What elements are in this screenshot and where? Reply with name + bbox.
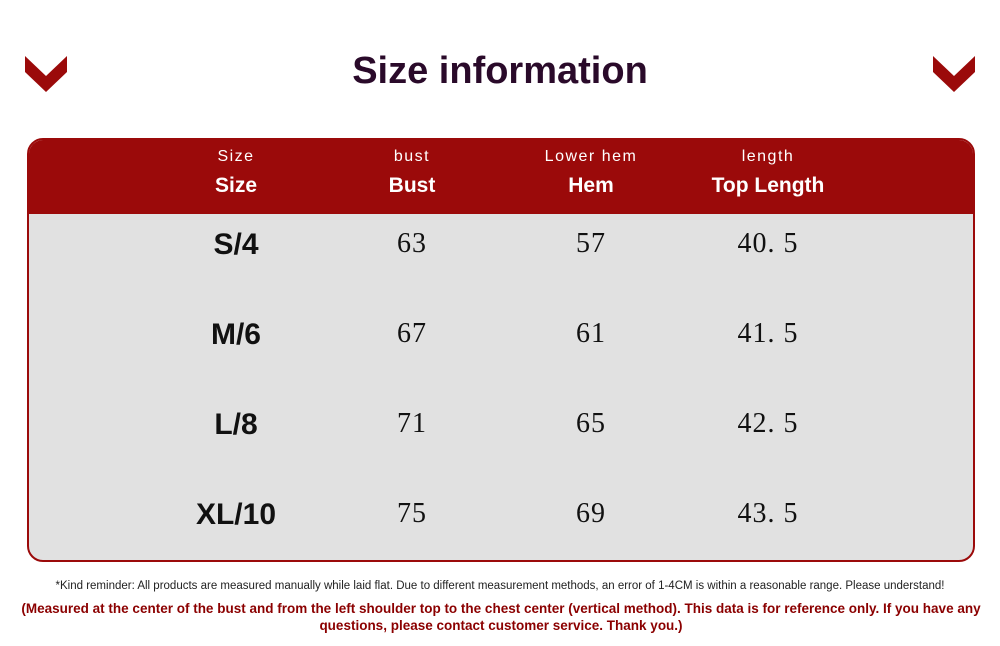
column-heading: Size — [214, 174, 258, 197]
measure-cell: 69 — [576, 498, 606, 529]
measure-cell: 65 — [576, 408, 606, 439]
reminder-note: *Kind reminder: All products are measure… — [55, 580, 945, 592]
size-cell: S/4 — [213, 228, 259, 261]
size-cell: XL/10 — [195, 498, 277, 531]
measure-cell: 71 — [397, 408, 427, 439]
title: Size information — [352, 50, 648, 92]
measure-cell: 43. 5 — [737, 498, 799, 529]
column-heading: Bust — [388, 174, 436, 197]
measure-cell: 67 — [397, 318, 427, 349]
chevron-icon — [933, 56, 975, 92]
size-cell: L/8 — [214, 408, 258, 441]
disclaimer: (Measured at the center of the bust and … — [21, 601, 981, 633]
measure-cell: 61 — [576, 318, 606, 349]
measure-cell: 57 — [576, 228, 606, 259]
table-header: Size Size bust Bust Lower hem Hem length Top Le… — [29, 140, 973, 214]
column-subheading: Lower hem — [544, 148, 638, 165]
chevron-icon — [25, 56, 67, 92]
size-table: Size Size bust Bust Lower hem Hem length Top Le… — [27, 138, 975, 562]
size-cell: M/6 — [210, 318, 261, 351]
measure-cell: 63 — [397, 228, 427, 259]
measure-cell: 42. 5 — [737, 408, 799, 439]
measure-cell: 41. 5 — [737, 318, 799, 349]
column-heading: Hem — [568, 174, 614, 197]
column-heading: Top Length — [711, 174, 825, 197]
column-subheading: bust — [393, 148, 431, 165]
column-subheading: length — [741, 148, 795, 165]
measure-cell: 75 — [397, 498, 427, 529]
measure-cell: 40. 5 — [737, 228, 799, 259]
column-subheading: Size — [217, 148, 255, 165]
